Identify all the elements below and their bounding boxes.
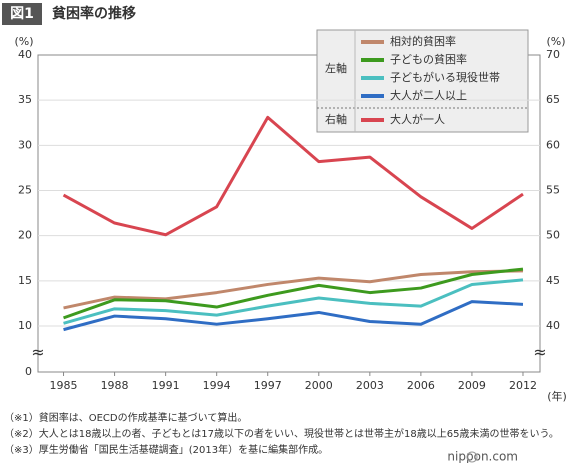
y2-tick-label: 55 <box>546 184 560 197</box>
series-line <box>63 278 524 325</box>
legend-label: 大人が二人以上 <box>390 88 467 102</box>
y2-tick-label: 70 <box>546 48 560 61</box>
axis-break: ≈ <box>31 343 44 362</box>
x-tick-label: 1997 <box>254 379 282 392</box>
footnote: （※3）厚生労働省「国民生活基礎調査」(2013年）を基に編集部作成。 <box>4 443 328 456</box>
legend-box <box>316 29 529 133</box>
y-tick-label: 30 <box>18 138 32 151</box>
legend-label: 大人が一人 <box>390 112 445 126</box>
y-tick-label: 40 <box>18 48 32 61</box>
y-label: (%) <box>14 35 33 48</box>
series-line <box>62 115 524 237</box>
series-line <box>63 267 524 320</box>
x-tick-label: 2003 <box>356 379 384 392</box>
legend-label: 子どもの貧困率 <box>390 52 467 66</box>
footnote: （※2）大人とは18歳以上の者、子どもとは17歳以下の者をいい、現役世帯とは世帯… <box>4 427 559 440</box>
y2-tick-label: 50 <box>546 229 560 242</box>
legend-group-label: 左軸 <box>325 61 347 75</box>
y2-label: (%) <box>546 35 565 48</box>
x-tick-label: 2000 <box>305 379 333 392</box>
legend <box>316 29 529 133</box>
axis-break: ≈ <box>533 343 546 362</box>
logo-icon <box>466 451 478 463</box>
y2-tick-label: 40 <box>546 319 560 332</box>
title: 貧困率の推移 <box>52 5 136 22</box>
plot-frame <box>37 54 541 373</box>
x-label: (年) <box>547 389 567 403</box>
y2-tick-label: 45 <box>546 274 560 287</box>
y2-tick-label: 60 <box>546 138 560 151</box>
legend-label: 相対的貧困率 <box>390 34 456 48</box>
badge: 図1 <box>10 6 34 22</box>
series-line <box>63 300 524 332</box>
logo: nippon.com <box>447 450 518 464</box>
x-tick-label: 2009 <box>458 379 486 392</box>
y-tick-label: 35 <box>18 93 32 106</box>
footnote: （※1）貧困率は、OECDの作成基準に基づいて算出。 <box>4 411 247 424</box>
x-tick-label: 1994 <box>203 379 231 392</box>
x-tick-label: 1985 <box>50 379 78 392</box>
x-tick-label: 1988 <box>101 379 129 392</box>
y-tick-label: 25 <box>18 184 32 197</box>
legend-label: 子どもがいる現役世帯 <box>390 70 500 84</box>
x-tick-label: 2006 <box>407 379 435 392</box>
y2-tick-label: 65 <box>546 93 560 106</box>
legend-group-label: 右軸 <box>325 112 347 126</box>
y-tick-label: 0 <box>25 365 32 378</box>
badge-bg <box>2 3 42 25</box>
y-tick-label: 15 <box>18 274 32 287</box>
series-line <box>63 269 524 310</box>
x-tick-label: 2012 <box>509 379 537 392</box>
y-tick-label: 10 <box>18 319 32 332</box>
y-tick-label: 20 <box>18 229 32 242</box>
x-tick-label: 1991 <box>152 379 180 392</box>
